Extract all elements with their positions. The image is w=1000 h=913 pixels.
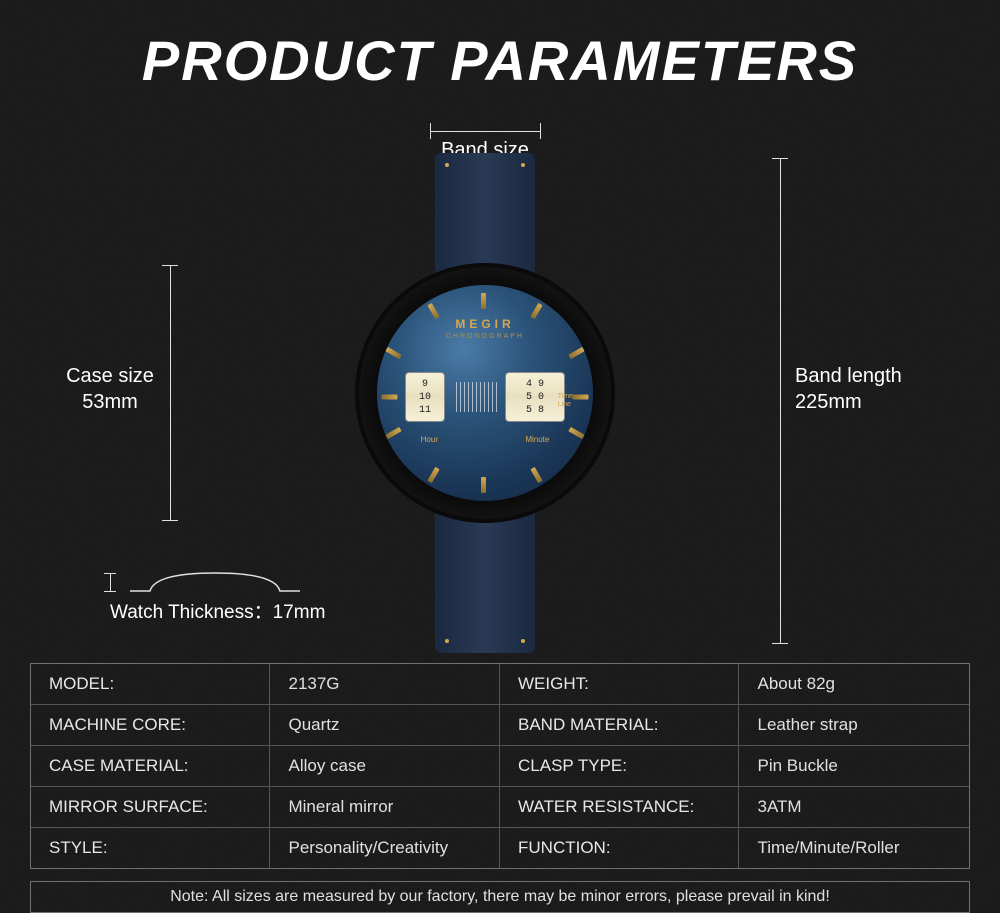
spec-label: MIRROR SURFACE:: [31, 787, 270, 827]
roller-group: 9 10 11 4 9 5 0 5 8: [405, 367, 565, 427]
spec-table: MODEL: 2137G WEIGHT: About 82g MACHINE C…: [30, 663, 970, 869]
spec-value: Time/Minute/Roller: [739, 828, 969, 868]
spec-value: Alloy case: [270, 746, 500, 786]
thickness-label: Watch Thickness：17mm: [110, 601, 360, 626]
spec-label: CASE MATERIAL:: [31, 746, 270, 786]
timeline-text: Time Line: [558, 393, 573, 410]
watch-strap-top: [435, 153, 535, 278]
dim-tick: [772, 158, 788, 159]
case-size-label: Case size 53mm: [55, 363, 165, 415]
table-row: MACHINE CORE: Quartz BAND MATERIAL: Leat…: [31, 705, 969, 746]
watch-crown: [336, 324, 359, 344]
watch-crown: [610, 434, 633, 454]
spec-label: CLASP TYPE:: [500, 746, 739, 786]
table-row: CASE MATERIAL: Alloy case CLASP TYPE: Pi…: [31, 746, 969, 787]
spec-label: STYLE:: [31, 828, 270, 868]
hour-roller: 9 10 11: [405, 372, 445, 422]
spec-label: MODEL:: [31, 664, 270, 704]
dim-tick: [772, 643, 788, 644]
minute-roller: 4 9 5 0 5 8: [505, 372, 565, 422]
scale-marks: [453, 382, 497, 412]
page-title: PRODUCT PARAMETERS: [0, 0, 1000, 93]
band-length-label-text: Band length: [795, 365, 902, 387]
spec-label: WEIGHT:: [500, 664, 739, 704]
watch-case: MEGIR CHRONOGRAPH 9 10 11 4 9 5 0 5 8 Ti…: [355, 263, 615, 523]
case-size-value: 53mm: [82, 391, 138, 413]
spec-label: WATER RESISTANCE:: [500, 787, 739, 827]
watch-crown: [336, 434, 359, 454]
spec-value: About 82g: [739, 664, 969, 704]
case-size-label-text: Case size: [66, 365, 154, 387]
band-length-value: 225mm: [795, 391, 862, 413]
band-size-line: [430, 131, 540, 132]
watch-illustration: MEGIR CHRONOGRAPH 9 10 11 4 9 5 0 5 8 Ti…: [340, 153, 630, 643]
dimension-diagram: Band size 22mm Case size 53mm Band lengt…: [0, 103, 1000, 663]
footer-note: Note: All sizes are measured by our fact…: [30, 881, 970, 913]
spec-label: FUNCTION:: [500, 828, 739, 868]
dim-tick: [162, 265, 178, 266]
table-row: MIRROR SURFACE: Mineral mirror WATER RES…: [31, 787, 969, 828]
spec-value: 3ATM: [739, 787, 969, 827]
spec-value: Leather strap: [739, 705, 969, 745]
spec-value: Quartz: [270, 705, 500, 745]
case-size-line: [170, 265, 171, 520]
watch-strap-bottom: [435, 513, 535, 653]
spec-label: MACHINE CORE:: [31, 705, 270, 745]
watch-brand: MEGIR: [377, 317, 593, 331]
spec-value: 2137G: [270, 664, 500, 704]
watch-subbrand: CHRONOGRAPH: [377, 333, 593, 340]
hour-label: Hour: [421, 435, 438, 444]
spec-value: Personality/Creativity: [270, 828, 500, 868]
table-row: MODEL: 2137G WEIGHT: About 82g: [31, 664, 969, 705]
watch-dial: MEGIR CHRONOGRAPH 9 10 11 4 9 5 0 5 8 Ti…: [377, 285, 593, 501]
minute-label: Minute: [525, 435, 549, 444]
table-row: STYLE: Personality/Creativity FUNCTION: …: [31, 828, 969, 868]
spec-value: Mineral mirror: [270, 787, 500, 827]
band-length-label: Band length 225mm: [795, 363, 935, 415]
spec-label: BAND MATERIAL:: [500, 705, 739, 745]
dim-tick: [162, 520, 178, 521]
watch-crown: [610, 324, 633, 344]
spec-value: Pin Buckle: [739, 746, 969, 786]
band-length-line: [780, 158, 781, 643]
